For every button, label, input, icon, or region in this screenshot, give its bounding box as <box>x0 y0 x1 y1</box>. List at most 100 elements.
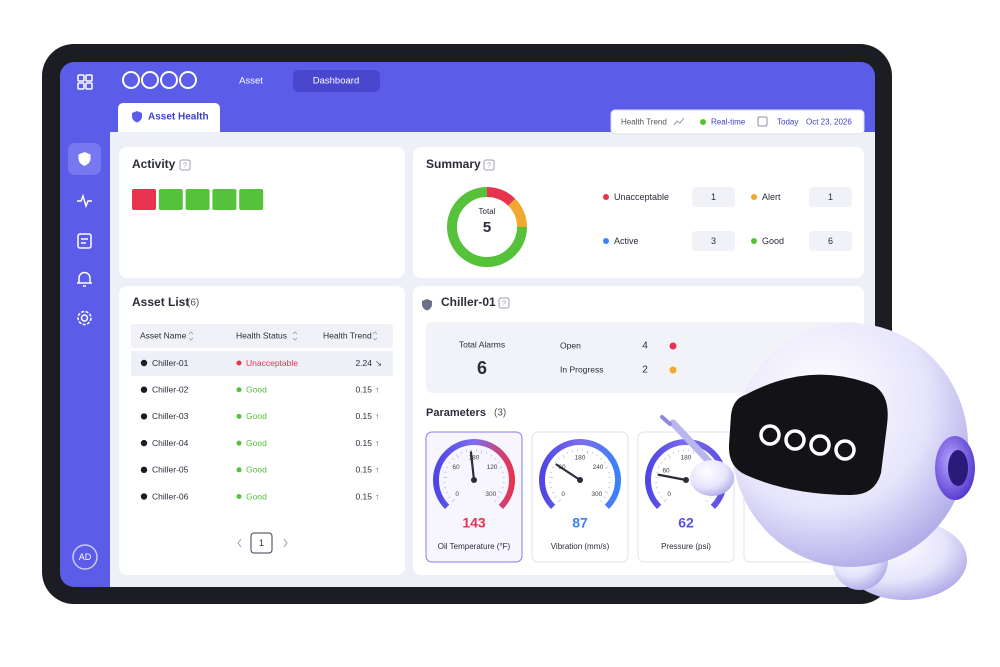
row-dot <box>140 413 148 420</box>
column-header[interactable]: Asset Name <box>140 330 187 340</box>
asset-name[interactable]: Chiller-01 <box>152 358 189 368</box>
avatar[interactable] <box>72 544 98 570</box>
toolbar-day[interactable]: Today <box>777 118 798 127</box>
page-box[interactable] <box>250 532 273 554</box>
gauge-label: Pressure (psi) <box>661 542 711 551</box>
gauge-tick-label: 300 <box>591 491 602 498</box>
menu-icon[interactable] <box>77 74 85 82</box>
help-icon: ? <box>183 160 187 169</box>
asset-name[interactable]: Chiller-03 <box>152 411 189 421</box>
gauge-tick <box>667 454 671 459</box>
gauge-tick-label: 120 <box>487 464 498 471</box>
trend-arrow: ↑ <box>375 384 379 394</box>
gauge-tick-label: 60 <box>452 464 460 471</box>
asset-name[interactable]: Chiller-05 <box>152 465 189 475</box>
trend-icon <box>673 117 685 126</box>
asset-trend: 0.15 <box>355 384 372 394</box>
asset-name[interactable]: Chiller-04 <box>152 438 189 448</box>
trend-arrow: ↑ <box>375 491 379 501</box>
gauge-tick <box>692 449 695 455</box>
trend-arrow: ↘ <box>375 358 382 368</box>
asset-name[interactable]: Chiller-02 <box>152 384 189 394</box>
gauge-tick <box>498 491 503 494</box>
pulse-nav[interactable] <box>77 193 92 209</box>
page-number[interactable]: 1 <box>259 538 264 548</box>
settings-nav[interactable] <box>80 314 89 322</box>
donut-total: 5 <box>483 219 491 236</box>
logo <box>122 71 197 89</box>
gauge-needle <box>469 451 476 482</box>
activity-block <box>132 189 156 210</box>
gauge-tick <box>603 461 606 464</box>
row-dot <box>140 439 148 447</box>
column-header[interactable]: Health Trend <box>323 330 372 340</box>
gauge-tick <box>706 500 709 503</box>
legend-label: Good <box>762 236 784 246</box>
gauge-tick <box>501 487 505 489</box>
table-header-bg <box>131 324 393 348</box>
gauge-needle <box>555 463 582 482</box>
toolbar-trend[interactable]: Health Trend <box>621 118 667 127</box>
gauge-hub <box>577 477 583 483</box>
gauge-tick <box>554 496 557 499</box>
gauge-value: 87 <box>572 515 588 531</box>
card-count: (6) <box>187 298 199 309</box>
gauge-tick <box>600 457 603 460</box>
count-box <box>692 231 735 251</box>
asset-trend: 0.15 <box>355 465 372 475</box>
gauge-tick <box>494 457 497 460</box>
asset-trend: 2.24 <box>355 358 372 368</box>
nav-item[interactable]: Asset <box>239 76 263 87</box>
gauge-tick <box>655 487 659 489</box>
legend-count: 1 <box>711 192 716 202</box>
legend-label: Active <box>614 236 639 246</box>
toolbar-mode[interactable]: Real-time <box>711 118 746 127</box>
nav-item[interactable]: Dashboard <box>313 76 359 87</box>
tab[interactable] <box>118 103 220 132</box>
gauge-tick-label: 240 <box>593 464 604 471</box>
gauge-tick <box>586 449 589 455</box>
alarm-total: 6 <box>477 358 487 378</box>
asset-trend: 0.15 <box>355 438 372 448</box>
donut-label: Total <box>479 207 496 216</box>
asset-status: Good <box>246 384 267 394</box>
gauge-card[interactable] <box>425 431 523 563</box>
alarm-dot <box>669 366 677 374</box>
user-initials[interactable]: AD <box>79 552 92 562</box>
gauge-tick <box>443 471 447 473</box>
gauge-tick <box>490 454 493 457</box>
count-box <box>692 187 735 207</box>
status-dot <box>236 467 242 473</box>
row-dot <box>140 386 148 393</box>
section-count: (3) <box>494 408 506 419</box>
gauge-tick-label: 300 <box>485 491 496 498</box>
gauge-tick <box>591 451 594 454</box>
trend-arrow: ↑ <box>375 411 379 421</box>
calendar-icon <box>757 116 768 127</box>
legend-count: 6 <box>828 236 833 246</box>
pager-arrows[interactable] <box>237 538 288 548</box>
gauge-value: 62 <box>678 515 694 531</box>
gauge-hub <box>471 477 477 483</box>
gauge-tick <box>607 487 611 489</box>
status-dot <box>236 494 242 499</box>
gauge-tick <box>448 496 451 499</box>
gauge-arc <box>539 439 621 509</box>
report-nav[interactable] <box>77 233 92 249</box>
toolbar-date[interactable]: Oct 23, 2026 <box>806 118 852 127</box>
gauge-tick <box>497 496 500 499</box>
legend-dot <box>751 238 757 244</box>
gauge-tick <box>554 461 557 464</box>
tab-label[interactable]: Asset Health <box>148 112 209 123</box>
gauge-tick <box>455 454 459 459</box>
help-icon: ? <box>502 298 506 307</box>
gauge-tick <box>660 496 663 499</box>
asset-name[interactable]: Chiller-06 <box>152 491 189 501</box>
gauge-tick <box>657 491 660 494</box>
gauge-tick-label: 0 <box>455 491 459 498</box>
column-header[interactable]: Health Status <box>236 330 287 340</box>
bell-nav[interactable] <box>77 271 92 287</box>
alarm-label: Total Alarms <box>459 339 505 349</box>
help-icon: ? <box>487 160 491 169</box>
gauge-tick <box>549 471 553 473</box>
